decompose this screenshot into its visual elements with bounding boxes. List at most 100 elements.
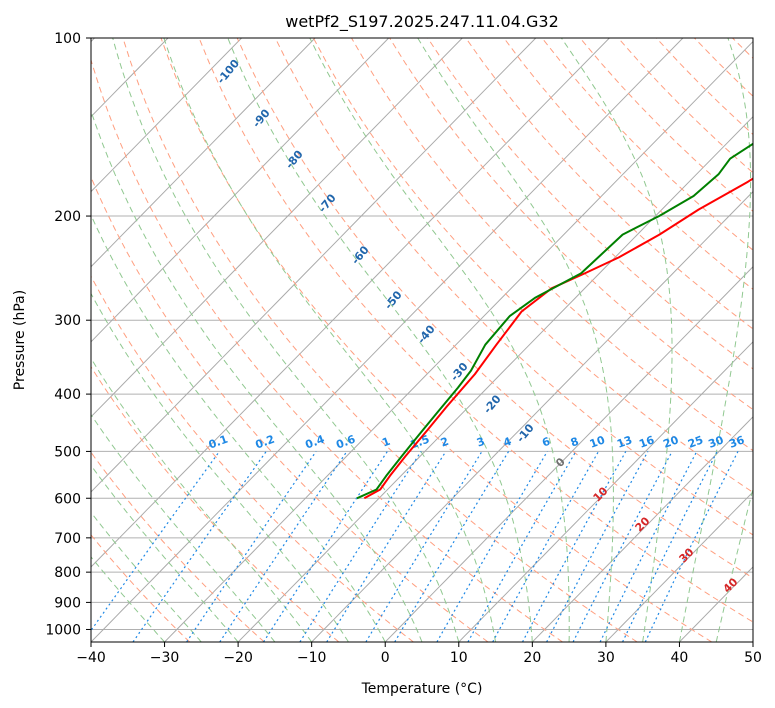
isotherm-line <box>311 190 753 642</box>
mixing-ratio-label: 0.4 <box>304 433 327 452</box>
mixing-ratio-label: 4 <box>502 435 514 450</box>
dry-adiabat-line <box>655 38 753 136</box>
dry-adiabat-line <box>91 365 340 642</box>
mixing-ratio-label: 36 <box>727 433 746 451</box>
mixing-ratio-label: 0.2 <box>254 433 277 452</box>
dewpoint-profile-line <box>356 142 753 500</box>
mixing-ratio-line <box>262 451 388 642</box>
dry-adiabats <box>91 38 775 642</box>
moist-adiabat-line <box>715 486 753 642</box>
isotherm-line <box>91 38 463 418</box>
y-tick-label: 1000 <box>45 622 81 638</box>
mixing-ratio-line <box>546 451 649 642</box>
moist-adiabat-line <box>417 38 614 642</box>
mixing-ratio-lines <box>91 451 739 642</box>
mixing-ratio-line <box>622 451 718 642</box>
y-tick-label: 800 <box>54 565 81 581</box>
isotherm-line <box>91 38 684 642</box>
isotherm-line <box>164 40 753 642</box>
x-tick-label: 10 <box>450 650 468 666</box>
dry-adiabat-line <box>579 38 753 212</box>
mixing-ratio-label: 1 <box>380 435 392 450</box>
series-lines <box>356 142 753 500</box>
mixing-ratio-label: 6 <box>540 435 552 450</box>
isotherm-line <box>384 266 753 642</box>
isotherm-line <box>91 38 537 493</box>
dry-adiabat-line <box>312 38 753 493</box>
moist-adiabat-line <box>227 38 533 642</box>
moist-adiabat-label: 10 <box>591 484 611 504</box>
dry-adiabat-line <box>160 38 713 642</box>
moist-adiabat-line <box>91 109 423 642</box>
mixing-ratio-label: 13 <box>615 433 634 450</box>
moist-adiabat-line <box>91 464 239 642</box>
moist-adiabat-label: 30 <box>677 545 697 565</box>
mixing-ratio-label: 30 <box>707 433 726 451</box>
moist-adiabat-label: 40 <box>721 575 741 595</box>
dry-adiabat-line <box>771 38 775 642</box>
moist-adiabat-line <box>91 213 386 642</box>
dry-adiabat-label: -60 <box>349 243 372 267</box>
mixing-ratio-label: 3 <box>475 435 487 450</box>
mixing-ratio-line <box>132 451 267 642</box>
mixing-ratio-line <box>521 451 627 642</box>
dry-adiabat-line <box>91 175 489 642</box>
x-tick-label: −20 <box>223 650 253 666</box>
moist-adiabat-line <box>91 292 349 642</box>
y-tick-label: 200 <box>54 209 81 225</box>
dry-adiabat-line <box>91 534 191 642</box>
x-tick-label: 20 <box>523 650 541 666</box>
x-tick-label: −40 <box>76 650 106 666</box>
pressure-gridlines <box>91 38 753 630</box>
dry-adiabat-label: -80 <box>283 148 306 172</box>
mixing-ratio-line <box>365 451 483 642</box>
dry-adiabat-line <box>465 38 753 330</box>
mixing-ratio-line <box>599 451 698 642</box>
x-tick-label: −30 <box>150 650 180 666</box>
moist-adiabat-line <box>91 413 276 642</box>
dry-adiabat-label: -30 <box>448 360 471 384</box>
moist-adiabat-line <box>163 38 497 642</box>
y-tick-label: 100 <box>54 31 81 47</box>
mixing-ratio-line <box>186 451 317 642</box>
dry-adiabat-line <box>236 38 753 579</box>
y-axis-ticks: 100 200 300 400 500 600 700 800 900 1000 <box>45 31 91 638</box>
mixing-ratio-line <box>394 451 510 642</box>
dry-adiabat-line <box>274 38 753 536</box>
mixing-ratio-label: 8 <box>569 435 581 450</box>
mixing-ratio-line <box>436 451 548 642</box>
moist-adiabat-line <box>91 511 202 642</box>
mixing-ratio-line <box>467 451 577 642</box>
moist-adiabat-line <box>309 38 570 642</box>
moist-adiabats <box>91 38 753 642</box>
dry-adiabat-line <box>389 38 753 411</box>
mixing-ratio-label: 16 <box>637 433 656 451</box>
x-tick-label: −10 <box>297 650 327 666</box>
isotherm-line <box>91 38 242 193</box>
x-axis-ticks: −40 −30 −20 −10 0 10 20 30 40 50 <box>76 642 762 666</box>
dry-adiabat-label: -70 <box>316 191 339 215</box>
dry-adiabat-label: -50 <box>382 288 405 312</box>
moist-adiabat-label: 20 <box>633 514 653 534</box>
mixing-ratio-line <box>572 451 673 642</box>
dry-adiabat-line <box>122 38 638 642</box>
isotherm-line <box>531 416 753 642</box>
isotherm-line <box>458 341 753 642</box>
mixing-ratio-line <box>326 451 447 642</box>
x-tick-label: 50 <box>744 650 762 666</box>
isotherms <box>91 38 753 642</box>
isotherm-line <box>91 38 390 343</box>
dry-adiabat-label: -20 <box>481 392 504 416</box>
isotherm-line <box>605 491 753 642</box>
mixing-ratio-line <box>299 451 422 642</box>
x-tick-label: 40 <box>671 650 689 666</box>
dry-adiabat-line <box>694 38 753 97</box>
temperature-profile-line <box>363 177 753 500</box>
dry-adiabat-line <box>91 275 414 642</box>
mixing-ratio-line <box>492 451 600 642</box>
y-tick-label: 900 <box>54 595 81 611</box>
moist-adiabat-line <box>91 556 165 642</box>
mixing-ratio-label: 25 <box>686 433 705 450</box>
isotherm-line <box>679 566 753 642</box>
